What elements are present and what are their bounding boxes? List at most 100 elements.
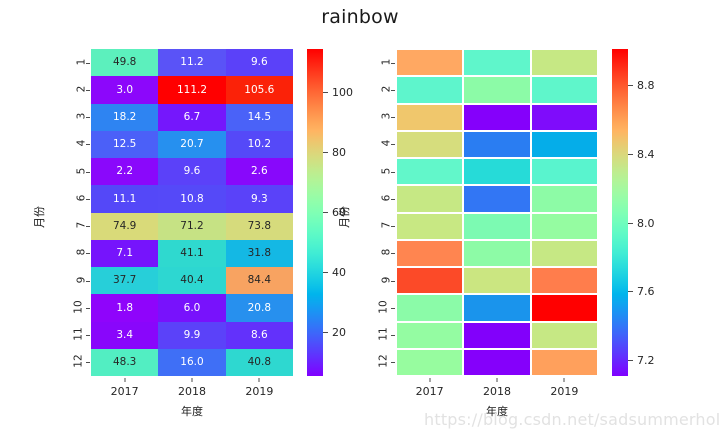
heatmap-cell: 84.4	[225, 267, 293, 295]
heatmap-cell	[530, 130, 598, 158]
y-tick-label: 5	[380, 167, 393, 174]
heatmap-cell	[530, 158, 598, 186]
y-tick-label: 6	[75, 194, 88, 202]
heatmap-cell: 3.0	[91, 76, 159, 104]
left-heatmap-grid: 49.8 11.2 9.6 3.0 111.2 105.6 18.2 6.7 14.5 12.5 2…	[91, 49, 293, 376]
y-tick-label: 8	[75, 249, 88, 256]
heatmap-cell	[530, 321, 598, 349]
y-tick-mark	[391, 362, 395, 364]
colorbar-tick-label: 100	[332, 86, 353, 100]
y-tick-label: 10	[377, 300, 390, 314]
y-tick-label: 3	[380, 112, 393, 120]
heatmap-cell: 11.1	[91, 185, 159, 213]
colorbar-tick-label: 7.2	[637, 354, 655, 368]
y-tick-label: 1	[75, 58, 88, 65]
y-tick-label: 3	[75, 112, 88, 120]
colorbar-tick-mark	[628, 360, 633, 362]
heatmap-cell	[530, 49, 598, 77]
x-tick-label: 2018	[178, 385, 206, 398]
heatmap-cell	[396, 158, 464, 186]
right-y-axis-label: 月份	[338, 206, 351, 228]
heatmap-cell: 71.2	[158, 212, 226, 240]
heatmap-cell	[530, 348, 598, 376]
x-tick-label: 2019	[550, 385, 579, 398]
colorbar-tick-mark	[323, 92, 328, 94]
y-tick-mark	[391, 171, 395, 173]
colorbar-tick-mark	[323, 212, 328, 214]
y-tick-mark	[86, 226, 90, 228]
y-tick-label: 11	[377, 327, 390, 341]
heatmap-cell	[396, 348, 464, 376]
heatmap-cell	[463, 76, 531, 104]
left-colorbar-gradient	[307, 49, 323, 376]
heatmap-cell	[396, 130, 464, 158]
heatmap-cell: 73.8	[225, 212, 293, 240]
right-colorbar: 7.2 7.6 8.0 8.4 8.8	[612, 49, 655, 376]
heatmap-cell: 7.1	[91, 239, 159, 267]
y-tick-label: 11	[72, 327, 85, 341]
left-heatmap-panel: 49.8 11.2 9.6 3.0 111.2 105.6 18.2 6.7 14.5 12.5 2…	[33, 49, 353, 418]
heatmap-cell: 37.7	[91, 267, 159, 295]
heatmap-cell	[530, 267, 598, 295]
heatmap-cell: 74.9	[91, 212, 159, 240]
heatmap-cell: 2.2	[91, 158, 159, 186]
heatmap-cell: 9.6	[225, 49, 293, 77]
colorbar-tick-mark	[323, 331, 328, 333]
y-tick-mark	[86, 89, 90, 91]
colorbar-tick-mark	[628, 153, 633, 155]
y-tick-mark	[391, 335, 395, 337]
heatmap-cell	[396, 212, 464, 240]
x-tick-mark	[124, 378, 126, 382]
colorbar-tick-mark	[628, 222, 633, 224]
right-heatmap-panel: 1 2 3 4 5 6 7 8 9 10 11 12 2017 2018 2019 年度 月份 7.2 7.…	[338, 0, 720, 432]
heatmap-cell	[396, 239, 464, 267]
y-tick-mark	[86, 62, 90, 64]
y-tick-mark	[391, 307, 395, 309]
heatmap-cell: 40.8	[225, 348, 293, 376]
y-tick-label: 6	[380, 194, 393, 202]
left-heatmap-plot: 49.8 11.2 9.6 3.0 111.2 105.6 18.2 6.7 14.5 12.5 2…	[72, 49, 293, 418]
heatmap-cell	[530, 185, 598, 213]
y-tick-label: 9	[380, 276, 393, 283]
heatmap-cell: 14.5	[225, 103, 293, 131]
colorbar-tick-label: 8.0	[637, 216, 655, 230]
heatmap-cell: 31.8	[225, 239, 293, 267]
heatmap-cell	[463, 212, 531, 240]
colorbar-tick-mark	[323, 152, 328, 154]
page-title: rainbow	[321, 6, 399, 28]
y-tick-label: 5	[75, 167, 88, 174]
y-tick-mark	[391, 253, 395, 255]
y-tick-mark	[86, 362, 90, 364]
x-tick-mark	[429, 378, 431, 382]
colorbar-tick-label: 8.8	[637, 78, 655, 92]
heatmap-cell: 48.3	[91, 348, 159, 376]
heatmap-cell	[463, 49, 531, 77]
y-tick-label: 1	[380, 58, 393, 65]
colorbar-tick-mark	[628, 84, 633, 86]
colorbar-tick-label: 60	[332, 206, 346, 220]
heatmap-cell	[463, 321, 531, 349]
heatmap-cell: 40.4	[158, 267, 226, 295]
y-tick-label: 2	[380, 85, 393, 93]
y-tick-label: 12	[377, 354, 390, 369]
y-tick-label: 8	[380, 249, 393, 256]
heatmap-cell	[396, 76, 464, 104]
y-tick-mark	[86, 253, 90, 255]
y-tick-mark	[391, 280, 395, 282]
heatmap-cell: 2.6	[225, 158, 293, 186]
x-tick-label: 2017	[415, 385, 444, 398]
heatmap-cell: 6.0	[158, 294, 226, 322]
heatmap-cell	[463, 103, 531, 131]
heatmap-cell: 9.6	[158, 158, 226, 186]
y-tick-label: 4	[380, 140, 393, 147]
colorbar-tick-mark	[323, 271, 328, 273]
y-tick-mark	[86, 117, 90, 119]
right-heatmap-plot: 1 2 3 4 5 6 7 8 9 10 11 12 2017 2018 2019 年度	[377, 49, 598, 418]
heatmap-cell: 49.8	[91, 49, 159, 77]
colorbar-tick-mark	[628, 291, 633, 293]
heatmap-cell: 41.1	[158, 239, 226, 267]
heatmap-cell: 9.9	[158, 321, 226, 349]
colorbar-tick-label: 8.4	[637, 147, 655, 161]
heatmap-cell	[530, 76, 598, 104]
